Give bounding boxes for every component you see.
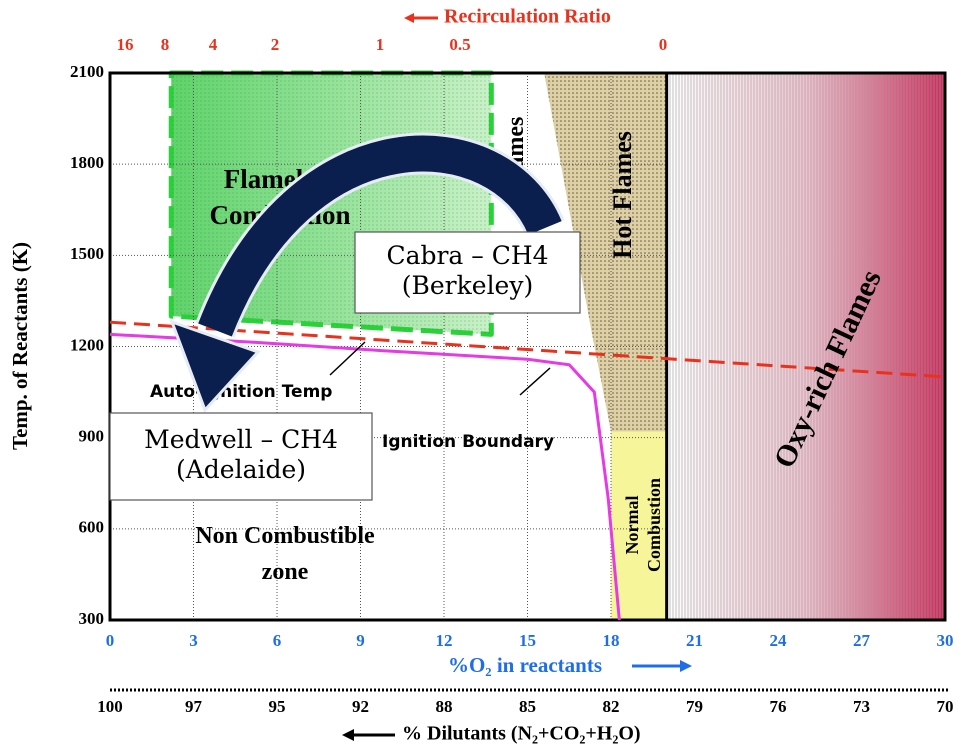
o2-arrow-head: [680, 660, 692, 672]
x2-tick-label: 8: [161, 35, 170, 54]
x3-tick-label: 88: [436, 697, 453, 716]
x-tick-label: 15: [519, 631, 536, 650]
y-tick-label: 900: [79, 427, 105, 446]
x-tick-label: 6: [273, 631, 282, 650]
x2-tick-label: 0: [659, 35, 668, 54]
x3-tick-label: 79: [686, 697, 703, 716]
label-line: Non Combustible: [195, 523, 375, 549]
x-tick-label: 24: [770, 631, 788, 650]
x3-tick-label: 82: [603, 697, 620, 716]
recirc-arrow-head: [404, 13, 414, 23]
x2-tick-label: 2: [271, 35, 280, 54]
region-label: Hot Flames: [608, 131, 637, 259]
region-hatch: [667, 73, 945, 620]
x3-tick-label: 95: [269, 697, 286, 716]
box-text: (Berkeley): [402, 271, 533, 300]
y-tick-label: 1800: [70, 153, 104, 172]
chart: 3006009001200150018002100010039769599212…: [0, 0, 965, 751]
y-tick-label: 300: [79, 609, 105, 628]
label-line: Combustion: [644, 478, 664, 572]
x-tick-label: 9: [356, 631, 365, 650]
series-label: Ignition Boundary: [382, 432, 554, 452]
label-line: Hot Flames: [608, 131, 637, 259]
x-axis-title: %O₂ in reactants: [448, 653, 602, 677]
x2-tick-label: 1: [376, 35, 385, 54]
x3-tick-label: 70: [937, 697, 954, 716]
y-tick-label: 2100: [70, 62, 104, 81]
box-text: Medwell – CH4: [144, 425, 338, 454]
x3-axis-title: % Dilutants (N₂+CO₂+H₂O): [402, 723, 641, 745]
y-tick-label: 600: [79, 518, 105, 537]
x3-tick-label: 73: [853, 697, 870, 716]
label-line: Normal: [622, 496, 642, 555]
box-text: (Adelaide): [176, 455, 306, 484]
x2-tick-label: 0.5: [449, 35, 470, 54]
x3-tick-label: 92: [352, 697, 369, 716]
x-tick-label: 12: [436, 631, 453, 650]
x-tick-label: 0: [106, 631, 115, 650]
x3-tick-label: 85: [519, 697, 536, 716]
x3-tick-label: 97: [185, 697, 203, 716]
label-line: zone: [262, 559, 309, 585]
dilutant-arrow-head: [342, 729, 354, 741]
box-text: Cabra – CH4: [386, 241, 548, 270]
x-tick-label: 3: [189, 631, 198, 650]
x3-tick-label: 76: [770, 697, 787, 716]
x-tick-label: 18: [603, 631, 620, 650]
x2-tick-label: 16: [117, 35, 134, 54]
x-tick-label: 27: [853, 631, 871, 650]
pointer: [520, 368, 550, 395]
x-tick-label: 21: [686, 631, 703, 650]
y-axis-title: Temp. of Reactants (K): [8, 242, 32, 450]
region-label: Non Combustible zone: [195, 523, 375, 585]
y-tick-label: 1200: [70, 335, 104, 354]
x-tick-label: 30: [937, 631, 954, 650]
x3-tick-label: 100: [97, 697, 123, 716]
y-tick-label: 1500: [70, 244, 104, 263]
x2-axis-title: Recirculation Ratio: [444, 6, 611, 28]
series-label: Auto-ignition Temp: [150, 382, 332, 402]
x2-tick-label: 4: [209, 35, 218, 54]
